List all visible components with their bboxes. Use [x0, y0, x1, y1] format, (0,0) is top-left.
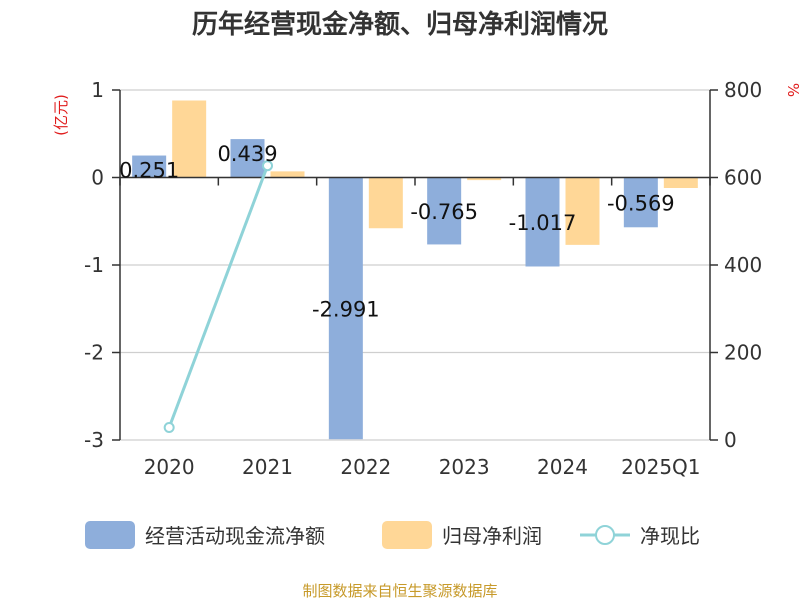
category-label: 2022: [340, 455, 391, 479]
legend-cashflow[interactable]: 经营活动现金流净额: [85, 521, 325, 549]
legend-swatch: [85, 521, 135, 549]
right-tick-label: 800: [724, 78, 762, 102]
legend-label: 净现比: [640, 524, 700, 548]
ratio-point[interactable]: [262, 160, 273, 172]
tick-labels: 1 0 -1 -2 -3 800 600 400 200 0 2020 2021 2022 2023 202…: [84, 78, 762, 479]
data-labels: 0.251 0.439 -2.991 -0.765 -1.017 -0.569: [119, 142, 675, 321]
left-tick-label: 0: [91, 166, 104, 190]
right-tick-label: 600: [724, 166, 762, 190]
cashflow-bar[interactable]: [132, 155, 167, 178]
left-tick-label: 1: [91, 78, 104, 102]
left-tick-label: -1: [84, 253, 104, 277]
net-profit-bar[interactable]: [172, 100, 207, 178]
cashflow-bar[interactable]: [328, 177, 363, 440]
right-tick-label: 200: [724, 341, 762, 365]
left-tick-label: -3: [84, 428, 104, 452]
legend-label: 经营活动现金流净额: [145, 524, 325, 548]
right-axis-unit: %: [784, 83, 800, 97]
legend[interactable]: 经营活动现金流净额 归母净利润 净现比: [85, 521, 700, 549]
net-profit-bar[interactable]: [270, 171, 305, 178]
bars: [132, 100, 698, 440]
right-tick-label: 0: [724, 428, 737, 452]
net-profit-bar[interactable]: [663, 177, 698, 189]
cashflow-bar[interactable]: [525, 177, 560, 267]
axes: [112, 89, 718, 441]
net-profit-bar[interactable]: [565, 177, 600, 245]
legend-marker: [595, 525, 615, 545]
chart-title: 历年经营现金净额、归母净利润情况: [192, 9, 608, 40]
legend-net-profit[interactable]: 归母净利润: [382, 521, 542, 549]
category-label: 2025Q1: [621, 455, 700, 479]
category-label: 2021: [242, 455, 293, 479]
cashflow-data-label: -1.017: [509, 211, 577, 235]
cashflow-data-label: -2.991: [312, 297, 380, 321]
source-note: 制图数据来自恒生聚源数据库: [302, 582, 497, 600]
cashflow-data-label: 0.251: [119, 159, 179, 183]
legend-label: 归母净利润: [442, 524, 542, 548]
left-tick-label: -2: [84, 341, 104, 365]
category-label: 2020: [144, 455, 195, 479]
ratio-line: [163, 160, 273, 434]
cashflow-data-label: -0.569: [607, 191, 675, 215]
category-label: 2023: [439, 455, 490, 479]
cashflow-bar[interactable]: [427, 177, 462, 245]
legend-ratio[interactable]: 净现比: [580, 524, 700, 548]
left-axis-unit: (亿元): [52, 94, 70, 136]
gridlines: [120, 89, 710, 441]
cashflow-bar[interactable]: [623, 177, 658, 228]
right-tick-label: 400: [724, 253, 762, 277]
legend-swatch: [382, 521, 432, 549]
cashflow-bar[interactable]: [230, 139, 265, 178]
cashflow-data-label: -0.765: [410, 200, 478, 224]
cashflow-data-label: 0.439: [217, 142, 277, 166]
ratio-line-path: [167, 165, 269, 429]
ratio-point[interactable]: [163, 422, 175, 434]
category-label: 2024: [537, 455, 588, 479]
net-profit-bar[interactable]: [467, 177, 502, 181]
net-profit-bar[interactable]: [368, 177, 403, 229]
